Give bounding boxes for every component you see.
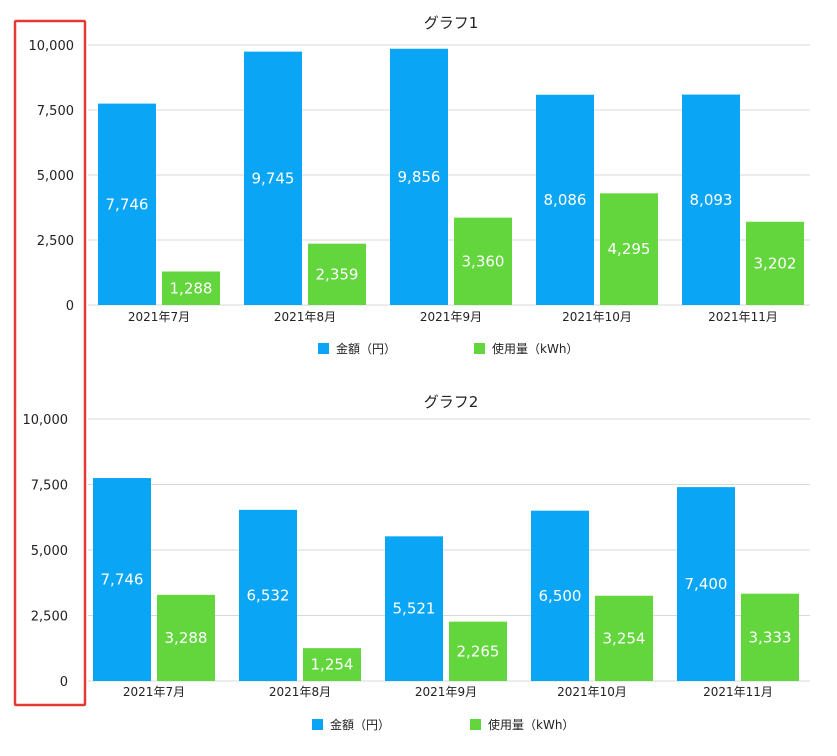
amount-bar	[390, 48, 448, 306]
chart-1-ytick: 2,500	[37, 234, 74, 249]
data-label: 3,202	[754, 254, 797, 272]
data-label: 3,288	[165, 629, 208, 647]
chart-1-ytick: 7,500	[37, 104, 74, 119]
data-label: 7,746	[106, 195, 149, 213]
usage-bar	[600, 193, 658, 305]
data-label: 2,359	[316, 265, 359, 283]
usage-bar	[162, 271, 220, 305]
y-axis-highlight-box	[13, 19, 87, 707]
chart-1-xtick: 2021年8月	[274, 310, 336, 324]
chart-1-bars: 7,746 1,288 9,745 2,359 9,856 3,360 8,086 4,295…	[98, 48, 804, 306]
chart-1: グラフ1 10,000 7,500 5,000 2,500 0 7,746 1,2…	[29, 14, 810, 356]
data-label: 3,333	[749, 628, 792, 646]
data-label: 2,265	[457, 642, 500, 660]
chart-1-ytick: 0	[66, 299, 74, 314]
amount-bar	[93, 478, 151, 681]
chart-2: グラフ2 10,000 7,500 5,000 2,500 0 7,746 3,2…	[23, 393, 810, 732]
data-label: 9,745	[252, 169, 295, 187]
chart-2-x-axis: 2021年7月 2021年8月 2021年9月 2021年10月 2021年11…	[123, 685, 773, 699]
chart-2-xtick: 2021年8月	[269, 685, 331, 699]
data-label: 5,521	[393, 600, 436, 618]
chart-2-ytick: 0	[60, 675, 68, 690]
amount-bar	[385, 536, 443, 681]
data-label: 3,360	[462, 252, 505, 270]
chart-2-xtick: 2021年11月	[703, 685, 773, 699]
amount-bar	[536, 94, 594, 305]
chart-1-legend: 金額（円） 使用量（kWh）	[318, 341, 578, 356]
usage-bar	[157, 594, 215, 681]
chart-2-xtick: 2021年9月	[415, 685, 477, 699]
chart-1-xtick: 2021年10月	[562, 310, 632, 324]
data-label: 7,400	[685, 575, 728, 593]
chart-2-y-axis: 10,000 7,500 5,000 2,500 0	[23, 413, 69, 690]
usage-bar	[308, 243, 366, 305]
chart-1-y-axis: 10,000 7,500 5,000 2,500 0	[29, 39, 75, 314]
usage-bar	[449, 621, 507, 681]
data-label: 8,086	[544, 191, 587, 209]
chart-1-legend-swatch-amount	[318, 343, 329, 354]
amount-bar	[244, 51, 302, 305]
chart-1-ytick: 5,000	[37, 169, 74, 184]
data-label: 3,254	[603, 629, 646, 647]
chart-1-title: グラフ1	[424, 14, 479, 32]
chart-1-xtick: 2021年11月	[708, 310, 778, 324]
usage-bar	[454, 217, 512, 305]
data-label: 1,288	[170, 279, 213, 297]
chart-1-xtick: 2021年9月	[420, 310, 482, 324]
chart-1-x-axis: 2021年7月 2021年8月 2021年9月 2021年10月 2021年11…	[128, 310, 778, 324]
data-label: 6,500	[539, 587, 582, 605]
chart-1-legend-swatch-usage	[474, 343, 485, 354]
chart-2-ytick: 10,000	[23, 413, 69, 428]
chart-2-ytick: 7,500	[31, 479, 68, 494]
usage-bar	[741, 593, 799, 681]
amount-bar	[239, 509, 297, 681]
amount-bar	[677, 487, 735, 681]
data-label: 6,532	[247, 586, 290, 604]
chart-1-legend-label-amount: 金額（円）	[336, 341, 396, 356]
data-label: 7,746	[101, 571, 144, 589]
usage-bar	[303, 648, 361, 681]
amount-bar	[98, 103, 156, 305]
chart-1-ytick: 10,000	[29, 39, 75, 54]
chart-2-xtick: 2021年7月	[123, 685, 185, 699]
chart-2-ytick: 5,000	[31, 544, 68, 559]
chart-2-legend: 金額（円） 使用量（kWh）	[312, 717, 574, 732]
data-label: 8,093	[690, 191, 733, 209]
data-label: 4,295	[608, 240, 651, 258]
chart-2-bars: 7,746 3,288 6,532 1,254 5,521 2,265 6,500 3,254…	[93, 478, 799, 681]
data-label: 1,254	[311, 656, 354, 674]
usage-bar	[595, 595, 653, 681]
amount-bar	[682, 94, 740, 305]
chart-2-legend-label-amount: 金額（円）	[330, 717, 390, 732]
chart-2-ytick: 2,500	[31, 610, 68, 625]
usage-bar	[746, 221, 804, 305]
chart-2-legend-swatch-amount	[312, 719, 323, 730]
chart-1-xtick: 2021年7月	[128, 310, 190, 324]
chart-2-title: グラフ2	[424, 393, 479, 411]
chart-2-xtick: 2021年10月	[557, 685, 627, 699]
data-label: 9,856	[398, 168, 441, 186]
chart-2-legend-swatch-usage	[470, 719, 481, 730]
chart-2-legend-label-usage: 使用量（kWh）	[488, 717, 574, 732]
chart-1-legend-label-usage: 使用量（kWh）	[492, 341, 578, 356]
amount-bar	[531, 510, 589, 681]
